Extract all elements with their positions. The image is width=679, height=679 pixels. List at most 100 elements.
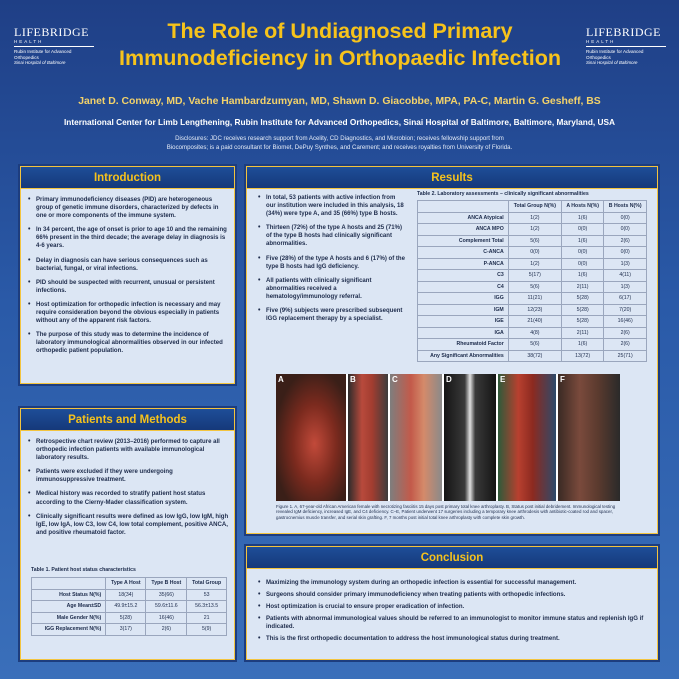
results-panel: Results In total, 53 patients with activ… <box>246 166 658 534</box>
logo-brand: LIFEBRIDGE <box>14 25 89 39</box>
list-item: Primary immunodeficiency diseases (PID) … <box>27 196 230 220</box>
title-line-1: The Role of Undiagnosed Primary <box>167 19 513 43</box>
conclusion-heading: Conclusion <box>247 547 657 569</box>
table-header <box>417 200 509 213</box>
table-header-row: Type A Host Type B Host Total Group <box>30 577 227 590</box>
disclosure: Disclosures: JDC receives research suppo… <box>60 135 619 152</box>
table-cell: 2(11) <box>560 280 605 293</box>
affiliation: International Center for Limb Lengthenin… <box>63 117 616 127</box>
row-label: IGM <box>417 303 509 316</box>
table-cell: 11(21) <box>507 292 562 305</box>
authors: Janet D. Conway, MD, Vache Hambardzumyan… <box>78 96 601 107</box>
table-row: C3 5(17) 1(6) 4(11) <box>417 269 647 282</box>
list-item: Patients with abnormal immunological val… <box>257 615 651 631</box>
list-item: Patients were excluded if they were unde… <box>27 468 230 484</box>
table-header: Total Group N(%) <box>507 200 562 213</box>
photo-label: F <box>560 375 565 384</box>
table-cell: 12(23) <box>507 303 562 316</box>
table-cell: 49.9±15.2 <box>105 600 147 613</box>
table-cell: 0(0) <box>560 223 605 236</box>
table-cell: 6(17) <box>603 292 647 305</box>
table-row: Age Mean±SD 49.9±15.2 59.6±11.6 56.3±13.… <box>30 600 227 613</box>
lifebridge-logo-right: LIFEBRIDGE HEALTH Rubin Institute for Ad… <box>586 26 666 66</box>
list-item: Delay in diagnosis can have serious cons… <box>27 257 230 273</box>
table-cell: 5(6) <box>507 234 562 247</box>
table-cell: 2(11) <box>560 326 605 339</box>
list-item: Maximizing the immunology system during … <box>257 579 651 587</box>
list-item: The purpose of this study was to determi… <box>27 331 230 355</box>
photo-b: B <box>348 374 388 501</box>
table-cell: 1(2) <box>507 223 562 236</box>
table-cell: 5(28) <box>105 611 147 624</box>
row-label: ANCA MPO <box>417 223 509 236</box>
logo-institute: Rubin Institute for Advanced Orthopedics <box>586 46 666 60</box>
row-label: P-ANCA <box>417 257 509 270</box>
table-cell: 1(3) <box>603 280 647 293</box>
table-cell: 0(0) <box>603 246 647 259</box>
list-item: All patients with clinically significant… <box>257 277 405 301</box>
table-row: Complement Total 5(6) 1(6) 2(6) <box>417 234 647 247</box>
methods-bullets: Retrospective chart review (2013–2016) p… <box>27 438 230 543</box>
table-2-caption: Table 2. Laboratory assessments – clinic… <box>417 191 589 197</box>
table-header-row: Total Group N(%) A Hosts N(%) B Hosts N(… <box>417 200 647 213</box>
table-cell: 4(8) <box>507 326 562 339</box>
lifebridge-logo-left: LIFEBRIDGE HEALTH Rubin Institute for Ad… <box>14 26 94 66</box>
table-row: Rheumatoid Factor 5(6) 1(6) 2(6) <box>417 338 647 351</box>
list-item: Thirteen (72%) of the type A hosts and 2… <box>257 224 405 248</box>
table-cell: 18(34) <box>105 588 147 601</box>
table-cell: 1(6) <box>560 234 605 247</box>
list-item: Medical history was recorded to stratify… <box>27 490 230 506</box>
list-item: Host optimization is crucial to ensure p… <box>257 603 651 611</box>
disclosure-line-1: Disclosures: JDC receives research suppo… <box>175 135 504 142</box>
table-cell: 2(6) <box>603 338 647 351</box>
table-row: Any Significant Abnormalities 38(72) 13(72… <box>417 349 647 362</box>
logo-institute: Rubin Institute for Advanced Orthopedics <box>14 46 94 60</box>
table-cell: 25(71) <box>603 349 647 362</box>
photo-label: D <box>446 375 452 384</box>
table-cell: 4(11) <box>603 269 647 282</box>
results-bullets: In total, 53 patients with active infect… <box>257 194 405 329</box>
introduction-bullets: Primary immunodeficiency diseases (PID) … <box>27 196 230 362</box>
row-label: C3 <box>417 269 509 282</box>
photo-label: E <box>500 375 506 384</box>
table-header: Type A Host <box>105 577 147 590</box>
photo-label: B <box>350 375 356 384</box>
conclusion-panel: Conclusion Maximizing the immunology sys… <box>246 546 658 660</box>
photo-f: F <box>558 374 620 501</box>
table-cell: 1(2) <box>507 257 562 270</box>
introduction-heading: Introduction <box>21 167 234 189</box>
row-label: C-ANCA <box>417 246 509 259</box>
list-item: Clinically significant results were defi… <box>27 513 230 537</box>
row-label: C4 <box>417 280 509 293</box>
row-label: IGA <box>417 326 509 339</box>
photo-label: A <box>278 375 284 384</box>
row-label: Male Gender N(%) <box>30 611 107 624</box>
table-row: C-ANCA 0(0) 0(0) 0(0) <box>417 246 647 259</box>
methods-panel: Patients and Methods Retrospective chart… <box>20 408 235 660</box>
table-cell: 5(28) <box>560 303 605 316</box>
table-row: IGE 21(40) 5(28) 16(46) <box>417 315 647 328</box>
table-cell: 5(6) <box>507 280 562 293</box>
table-header <box>30 577 107 590</box>
logo-brand: LIFEBRIDGE <box>586 25 661 39</box>
photo-c: C <box>390 374 442 501</box>
table-cell: 0(0) <box>560 246 605 259</box>
table-row: IGG Replacement N(%) 3(17) 2(6) 5(9) <box>30 623 227 636</box>
table-cell: 21(40) <box>507 315 562 328</box>
table-cell: 5(28) <box>560 292 605 305</box>
table-1-caption: Table 1. Patient host status characteris… <box>31 567 136 573</box>
list-item: In 34 percent, the age of onset is prior… <box>27 226 230 250</box>
list-item: Host optimization for orthopedic infecti… <box>27 301 230 325</box>
row-label: Rheumatoid Factor <box>417 338 509 351</box>
logo-hospital: Sinai Hospital of Baltimore <box>586 60 638 65</box>
list-item: Five (28%) of the type A hosts and 6 (17… <box>257 255 405 271</box>
figure-caption: Figure 1. A, 67-year-old African America… <box>276 504 616 520</box>
table-cell: 16(46) <box>145 611 188 624</box>
photo-a: A <box>276 374 346 501</box>
table-cell: 21 <box>186 611 227 624</box>
table-row: IGA 4(8) 2(11) 2(6) <box>417 326 647 339</box>
table-cell: 13(72) <box>560 349 605 362</box>
results-heading: Results <box>247 167 657 189</box>
title-line-2: Immunodeficiency in Orthopaedic Infectio… <box>119 46 561 70</box>
table-cell: 3(17) <box>105 623 147 636</box>
